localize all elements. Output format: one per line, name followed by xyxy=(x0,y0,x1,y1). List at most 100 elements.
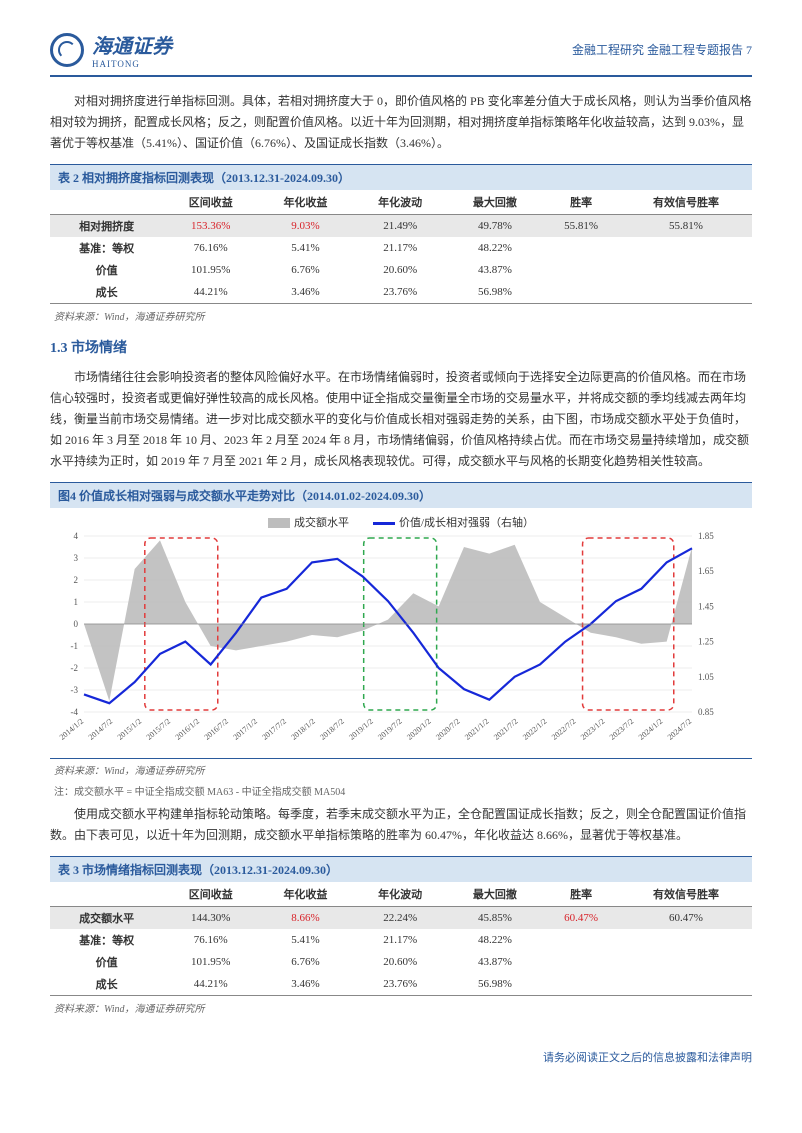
table-col-header: 最大回撤 xyxy=(448,190,543,215)
figure-4-chart: -4-3-2-1012340.851.051.251.451.651.85201… xyxy=(52,532,732,752)
logo-icon xyxy=(50,33,84,67)
table-col-header: 最大回撤 xyxy=(448,882,543,907)
table-row-header: 成长 xyxy=(50,973,163,996)
svg-text:2024/1/2: 2024/1/2 xyxy=(637,717,665,742)
figure-4-note: 注：成交额水平 = 中证全指成交额 MA63 - 中证全指成交额 MA504 xyxy=(54,783,752,798)
figure-4-title: 图4 价值成长相对强弱与成交额水平走势对比（2014.01.02-2024.09… xyxy=(50,482,752,508)
table-cell: 23.76% xyxy=(353,281,448,304)
brand-cn: 海通证券 xyxy=(92,30,172,59)
table-cell: 101.95% xyxy=(163,259,258,281)
table-cell: 6.76% xyxy=(258,951,353,973)
svg-text:2022/1/2: 2022/1/2 xyxy=(521,717,549,742)
table-3: 表 3 市场情绪指标回测表现（2013.12.31-2024.09.30） 区间… xyxy=(50,856,752,996)
page-footer: 请务必阅读正文之后的信息披露和法律声明 xyxy=(50,1039,752,1065)
table-col-header: 胜率 xyxy=(542,190,620,215)
table-cell: 101.95% xyxy=(163,951,258,973)
table-row: 基准：等权76.16%5.41%21.17%48.22% xyxy=(50,237,752,259)
table-cell: 21.49% xyxy=(353,215,448,238)
svg-text:2016/7/2: 2016/7/2 xyxy=(202,717,230,742)
table-cell: 45.85% xyxy=(448,907,543,930)
table-row: 成长44.21%3.46%23.76%56.98% xyxy=(50,281,752,304)
svg-text:2: 2 xyxy=(74,575,79,585)
svg-text:-2: -2 xyxy=(71,663,79,673)
table-cell: 22.24% xyxy=(353,907,448,930)
table-col-header: 年化收益 xyxy=(258,190,353,215)
table-cell: 76.16% xyxy=(163,929,258,951)
table-cell: 43.87% xyxy=(448,259,543,281)
svg-text:2021/1/2: 2021/1/2 xyxy=(463,717,491,742)
svg-text:3: 3 xyxy=(74,553,79,563)
table-row-header: 基准：等权 xyxy=(50,237,163,259)
table-cell: 9.03% xyxy=(258,215,353,238)
table-cell: 43.87% xyxy=(448,951,543,973)
table-cell: 60.47% xyxy=(542,907,620,930)
table-cell xyxy=(542,281,620,304)
table-cell: 55.81% xyxy=(542,215,620,238)
figure-4-source: 资料来源：Wind，海通证券研究所 xyxy=(54,762,752,777)
table-row-header: 价值 xyxy=(50,259,163,281)
table-col-header: 有效信号胜率 xyxy=(620,882,752,907)
figure-4: 图4 价值成长相对强弱与成交额水平走势对比（2014.01.02-2024.09… xyxy=(50,482,752,759)
legend-line-swatch xyxy=(373,522,395,525)
table-cell: 21.17% xyxy=(353,929,448,951)
table-cell: 48.22% xyxy=(448,929,543,951)
figure-4-legend: 成交额水平 价值/成长相对强弱（右轴） xyxy=(52,514,750,530)
table-cell: 55.81% xyxy=(620,215,752,238)
svg-text:4: 4 xyxy=(74,532,79,541)
table-col-header: 胜率 xyxy=(542,882,620,907)
svg-text:1.45: 1.45 xyxy=(698,601,714,611)
table-col-header: 年化收益 xyxy=(258,882,353,907)
svg-text:2023/1/2: 2023/1/2 xyxy=(579,717,607,742)
table-cell: 48.22% xyxy=(448,237,543,259)
table-cell: 5.41% xyxy=(258,237,353,259)
paragraph-1: 对相对拥挤度进行单指标回测。具体，若相对拥挤度大于 0，即价值风格的 PB 变化… xyxy=(50,91,752,154)
table-cell xyxy=(542,237,620,259)
table-cell xyxy=(542,259,620,281)
table-row-header: 基准：等权 xyxy=(50,929,163,951)
table-row: 价值101.95%6.76%20.60%43.87% xyxy=(50,259,752,281)
table-cell: 3.46% xyxy=(258,973,353,996)
table-row: 基准：等权76.16%5.41%21.17%48.22% xyxy=(50,929,752,951)
table-col-header: 有效信号胜率 xyxy=(620,190,752,215)
table-2-source: 资料来源：Wind，海通证券研究所 xyxy=(54,308,752,323)
table-cell: 6.76% xyxy=(258,259,353,281)
svg-text:2016/1/2: 2016/1/2 xyxy=(174,717,202,742)
section-1-3-title: 1.3 市场情绪 xyxy=(50,337,752,357)
svg-text:2017/1/2: 2017/1/2 xyxy=(231,717,259,742)
svg-text:1.25: 1.25 xyxy=(698,637,714,647)
table-row: 相对拥挤度153.36%9.03%21.49%49.78%55.81%55.81… xyxy=(50,215,752,238)
table-col-header: 区间收益 xyxy=(163,190,258,215)
table-cell xyxy=(620,973,752,996)
brand-logo: 海通证券 HAITONG xyxy=(50,30,172,69)
svg-text:2015/7/2: 2015/7/2 xyxy=(145,717,173,742)
table-col-header: 年化波动 xyxy=(353,190,448,215)
svg-text:1.05: 1.05 xyxy=(698,672,714,682)
table-cell: 8.66% xyxy=(258,907,353,930)
svg-text:2023/7/2: 2023/7/2 xyxy=(608,717,636,742)
header-right: 金融工程研究 金融工程专题报告 7 xyxy=(572,41,752,58)
table-cell xyxy=(620,951,752,973)
svg-text:2018/1/2: 2018/1/2 xyxy=(289,717,317,742)
table-2: 表 2 相对拥挤度指标回测表现（2013.12.31-2024.09.30） 区… xyxy=(50,164,752,304)
svg-text:2014/1/2: 2014/1/2 xyxy=(58,717,86,742)
svg-text:0.85: 0.85 xyxy=(698,707,714,717)
svg-text:2021/7/2: 2021/7/2 xyxy=(492,717,520,742)
svg-text:2019/1/2: 2019/1/2 xyxy=(347,717,375,742)
table-col-header xyxy=(50,190,163,215)
table-cell: 144.30% xyxy=(163,907,258,930)
brand-en: HAITONG xyxy=(92,59,172,69)
table-cell: 60.47% xyxy=(620,907,752,930)
table-cell xyxy=(620,237,752,259)
svg-text:1: 1 xyxy=(74,597,79,607)
page-header: 海通证券 HAITONG 金融工程研究 金融工程专题报告 7 xyxy=(50,30,752,77)
svg-text:2022/7/2: 2022/7/2 xyxy=(550,717,578,742)
table-cell: 49.78% xyxy=(448,215,543,238)
table-row: 价值101.95%6.76%20.60%43.87% xyxy=(50,951,752,973)
table-cell xyxy=(620,929,752,951)
table-cell: 76.16% xyxy=(163,237,258,259)
table-3-title: 表 3 市场情绪指标回测表现（2013.12.31-2024.09.30） xyxy=(50,856,752,882)
table-row-header: 成交额水平 xyxy=(50,907,163,930)
svg-text:-4: -4 xyxy=(71,707,79,717)
table-cell xyxy=(542,929,620,951)
svg-text:2020/1/2: 2020/1/2 xyxy=(405,717,433,742)
